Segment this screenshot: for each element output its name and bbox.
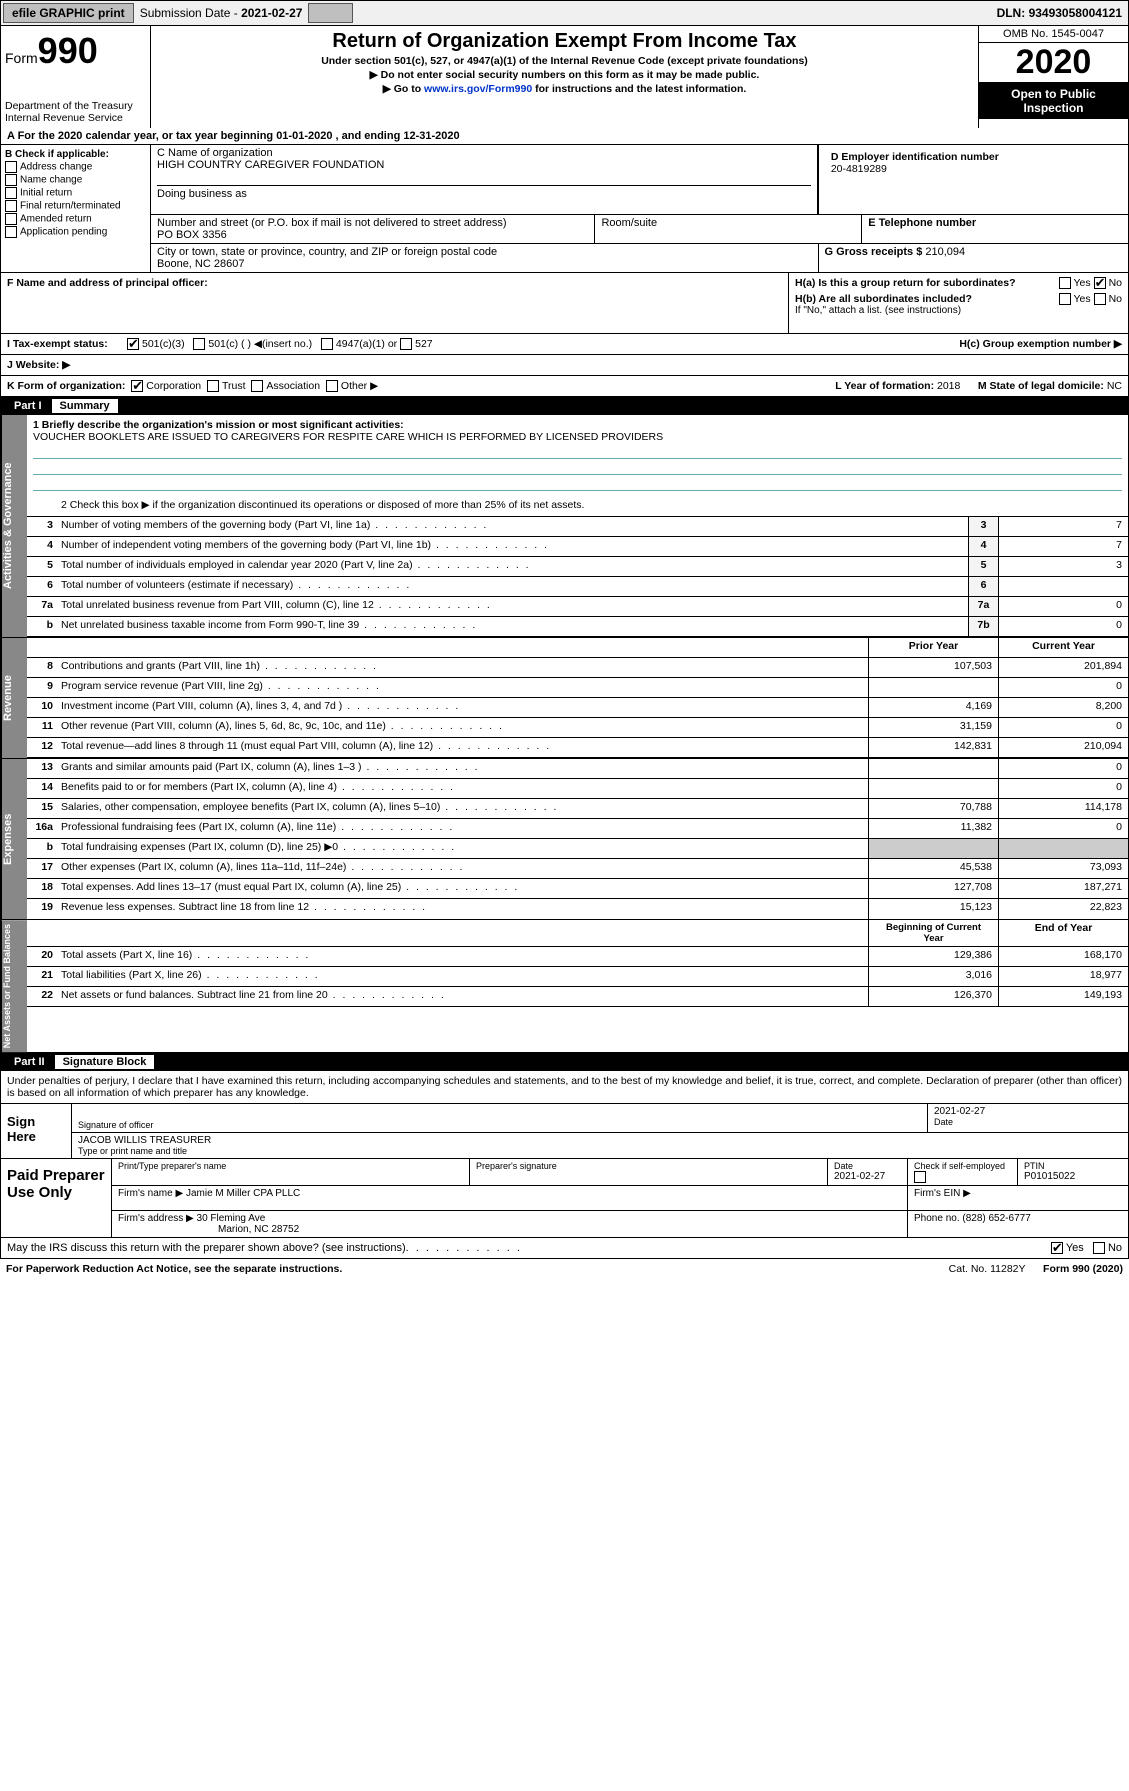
state-domicile: NC [1107,380,1122,392]
ha-no[interactable] [1094,277,1106,289]
table-row: 18Total expenses. Add lines 13–17 (must … [27,879,1128,899]
table-row: 4Number of independent voting members of… [27,537,1128,557]
city-zip: Boone, NC 28607 [157,258,812,270]
perjury-text: Under penalties of perjury, I declare th… [1,1071,1128,1104]
sign-here-label: Sign Here [1,1104,71,1158]
tax-status-row: I Tax-exempt status: 501(c)(3) 501(c) ( … [0,334,1129,355]
table-row: 5Total number of individuals employed in… [27,557,1128,577]
row-f-h: F Name and address of principal officer:… [0,273,1129,334]
firm-addr2: Marion, NC 28752 [218,1224,299,1235]
header-grid: B Check if applicable: Address change Na… [0,145,1129,273]
firm-addr1: 30 Fleming Ave [197,1213,266,1224]
table-row: 22Net assets or fund balances. Subtract … [27,987,1128,1007]
table-row: bNet unrelated business taxable income f… [27,617,1128,637]
part-2-header: Part II Signature Block [0,1053,1129,1071]
table-row: 19Revenue less expenses. Subtract line 1… [27,899,1128,919]
527-checkbox[interactable] [400,338,412,350]
501c-checkbox[interactable] [193,338,205,350]
ha-yes[interactable] [1059,277,1071,289]
omb-number: OMB No. 1545-0047 [979,26,1128,43]
table-row: 8Contributions and grants (Part VIII, li… [27,658,1128,678]
mission-text: VOUCHER BOOKLETS ARE ISSUED TO CAREGIVER… [33,431,1122,443]
line-a: A For the 2020 calendar year, or tax yea… [0,128,1129,145]
table-row: 16aProfessional fundraising fees (Part I… [27,819,1128,839]
discuss-text: May the IRS discuss this return with the… [7,1242,406,1254]
subdate-label: Submission Date - 2021-02-27 [136,6,307,20]
table-row: 21Total liabilities (Part X, line 26)3,0… [27,967,1128,987]
table-row: 13Grants and similar amounts paid (Part … [27,759,1128,779]
table-row: 9Program service revenue (Part VIII, lin… [27,678,1128,698]
4947-checkbox[interactable] [321,338,333,350]
trust-checkbox[interactable] [207,380,219,392]
table-row: 20Total assets (Part X, line 16)129,3861… [27,947,1128,967]
summary-table: Activities & Governance 1 Briefly descri… [0,415,1129,1053]
row-k: K Form of organization: Corporation Trus… [0,376,1129,397]
app-pending-checkbox[interactable] [5,226,17,238]
table-row: 11Other revenue (Part VIII, column (A), … [27,718,1128,738]
table-row: 17Other expenses (Part IX, column (A), l… [27,859,1128,879]
initial-return-checkbox[interactable] [5,187,17,199]
tax-year: 2020 [979,43,1128,83]
addr-change-checkbox[interactable] [5,161,17,173]
table-row: 14Benefits paid to or for members (Part … [27,779,1128,799]
part-1-header: Part I Summary [0,397,1129,415]
hb-no[interactable] [1094,293,1106,305]
tab-expenses: Expenses [1,759,27,919]
website-row: J Website: ▶ [0,355,1129,376]
dept-label: Department of the Treasury Internal Reve… [5,100,146,124]
dln: DLN: 93493058004121 [997,6,1128,20]
open-public: Open to Public Inspection [979,83,1128,119]
box-b: B Check if applicable: Address change Na… [1,145,151,272]
street-address: PO BOX 3356 [157,229,588,241]
subtitle-2: ▶ Do not enter social security numbers o… [155,69,974,81]
subtitle-3: ▶ Go to www.irs.gov/Form990 for instruct… [155,83,974,95]
tab-net-assets: Net Assets or Fund Balances [1,920,27,1052]
table-row: 15Salaries, other compensation, employee… [27,799,1128,819]
table-row: 10Investment income (Part VIII, column (… [27,698,1128,718]
self-employed-checkbox[interactable] [914,1171,926,1183]
table-row: 12Total revenue—add lines 8 through 11 (… [27,738,1128,758]
name-change-checkbox[interactable] [5,174,17,186]
table-row: bTotal fundraising expenses (Part IX, co… [27,839,1128,859]
irs-link[interactable]: www.irs.gov/Form990 [424,83,532,95]
assoc-checkbox[interactable] [251,380,263,392]
page-footer: For Paperwork Reduction Act Notice, see … [0,1259,1129,1279]
signature-block: Under penalties of perjury, I declare th… [0,1071,1129,1259]
officer-name: JACOB WILLIS TREASURER [78,1135,1122,1146]
hc: H(c) Group exemption number ▶ [959,338,1122,350]
ein: 20-4819289 [831,163,1116,175]
firm-phone: (828) 652-6777 [962,1213,1030,1224]
other-checkbox[interactable] [326,380,338,392]
year-formation: 2018 [937,380,960,392]
corp-checkbox[interactable] [131,380,143,392]
form-title: Return of Organization Exempt From Incom… [155,30,974,53]
subtitle-1: Under section 501(c), 527, or 4947(a)(1)… [155,55,974,67]
ptin: P01015022 [1024,1171,1122,1182]
firm-name: Jamie M Miller CPA PLLC [186,1188,300,1199]
paid-preparer-label: Paid Preparer Use Only [1,1159,111,1237]
amended-checkbox[interactable] [5,213,17,225]
form-header: Form990 Department of the Treasury Inter… [0,26,1129,128]
table-row: 6Total number of volunteers (estimate if… [27,577,1128,597]
hb-yes[interactable] [1059,293,1071,305]
efile-print-button[interactable]: efile GRAPHIC print [3,3,134,23]
501c3-checkbox[interactable] [127,338,139,350]
final-return-checkbox[interactable] [5,200,17,212]
discuss-yes[interactable] [1051,1242,1063,1254]
form-number: Form990 [5,30,146,72]
top-toolbar: efile GRAPHIC print Submission Date - 20… [0,0,1129,26]
table-row: 7aTotal unrelated business revenue from … [27,597,1128,617]
discuss-no[interactable] [1093,1242,1105,1254]
table-row: 3Number of voting members of the governi… [27,517,1128,537]
gross-receipts: 210,094 [925,246,965,258]
blank-button[interactable] [308,3,353,23]
tab-governance: Activities & Governance [1,415,27,637]
org-name: HIGH COUNTRY CAREGIVER FOUNDATION [157,159,811,171]
tab-revenue: Revenue [1,638,27,758]
